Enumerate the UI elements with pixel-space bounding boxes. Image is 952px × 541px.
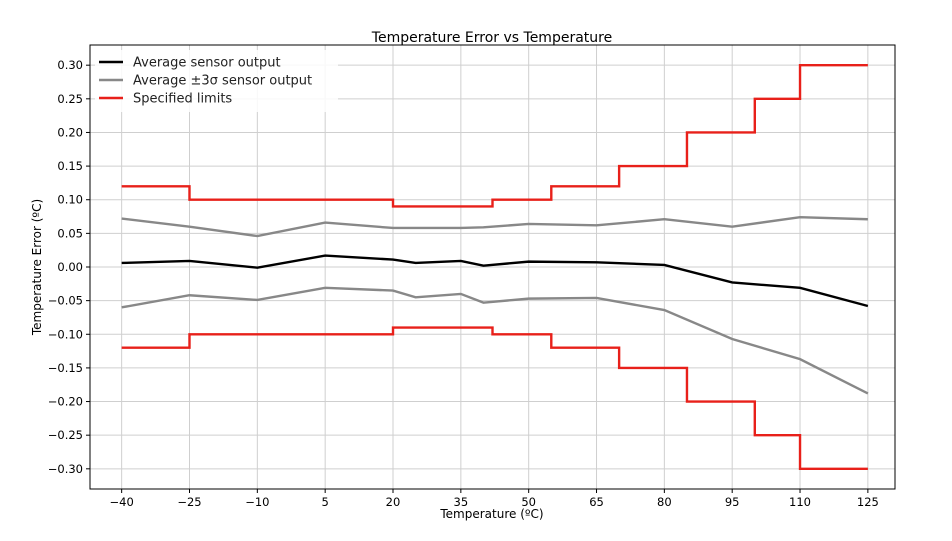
series-line-1 [121, 216, 868, 238]
grid [90, 45, 895, 489]
legend-label: Average sensor output [133, 56, 281, 71]
y-tick-label: 0.05 [57, 226, 83, 240]
y-tick-label: 0.10 [57, 193, 83, 207]
y-tick-label: −0.10 [48, 327, 83, 341]
x-tick-label: 125 [857, 495, 879, 509]
x-tick-label: −25 [177, 495, 201, 509]
y-tick-label: −0.15 [48, 361, 83, 375]
legend-label: Average ±3σ sensor output [133, 74, 312, 89]
x-tick-label: 35 [454, 495, 469, 509]
y-tick-label: −0.30 [48, 462, 83, 476]
x-tick-label: 20 [386, 495, 401, 509]
y-tick-label: −0.25 [48, 428, 83, 442]
series-line-2 [121, 286, 869, 395]
axis-ticks: −40 −25 −10 5 20 35 50 65 80 95 110 125 0.30 0.25 0.20… [48, 58, 879, 509]
x-tick-label: 95 [725, 495, 740, 509]
y-tick-label: 0.25 [57, 92, 83, 106]
series-line-3 [121, 63, 868, 208]
chart-title: Temperature Error vs Temperature [371, 30, 612, 46]
y-axis-label: Temperature Error (ºC) [30, 199, 44, 336]
y-tick-label: 0.00 [57, 260, 83, 274]
x-axis-label: Temperature (ºC) [439, 507, 543, 521]
series-line-4 [121, 326, 868, 471]
legend-box [95, 50, 338, 112]
x-tick-label: −10 [245, 495, 269, 509]
x-tick-label: 110 [789, 495, 811, 509]
x-tick-label: 50 [521, 495, 536, 509]
y-tick-label: 0.30 [57, 58, 83, 72]
x-tick-label: −40 [110, 495, 134, 509]
legend-label: Specified limits [133, 92, 232, 107]
series-line-0 [121, 254, 869, 308]
y-tick-label: −0.05 [48, 294, 83, 308]
y-tick-label: 0.20 [57, 125, 83, 139]
x-tick-label: 80 [657, 495, 672, 509]
x-tick-label: 5 [322, 495, 329, 509]
y-tick-label: 0.15 [57, 159, 83, 173]
x-tick-label: 65 [589, 495, 604, 509]
legend: Average sensor output Average ±3σ sensor … [95, 50, 338, 112]
y-tick-label: −0.20 [48, 395, 83, 409]
series-lines [121, 63, 869, 471]
